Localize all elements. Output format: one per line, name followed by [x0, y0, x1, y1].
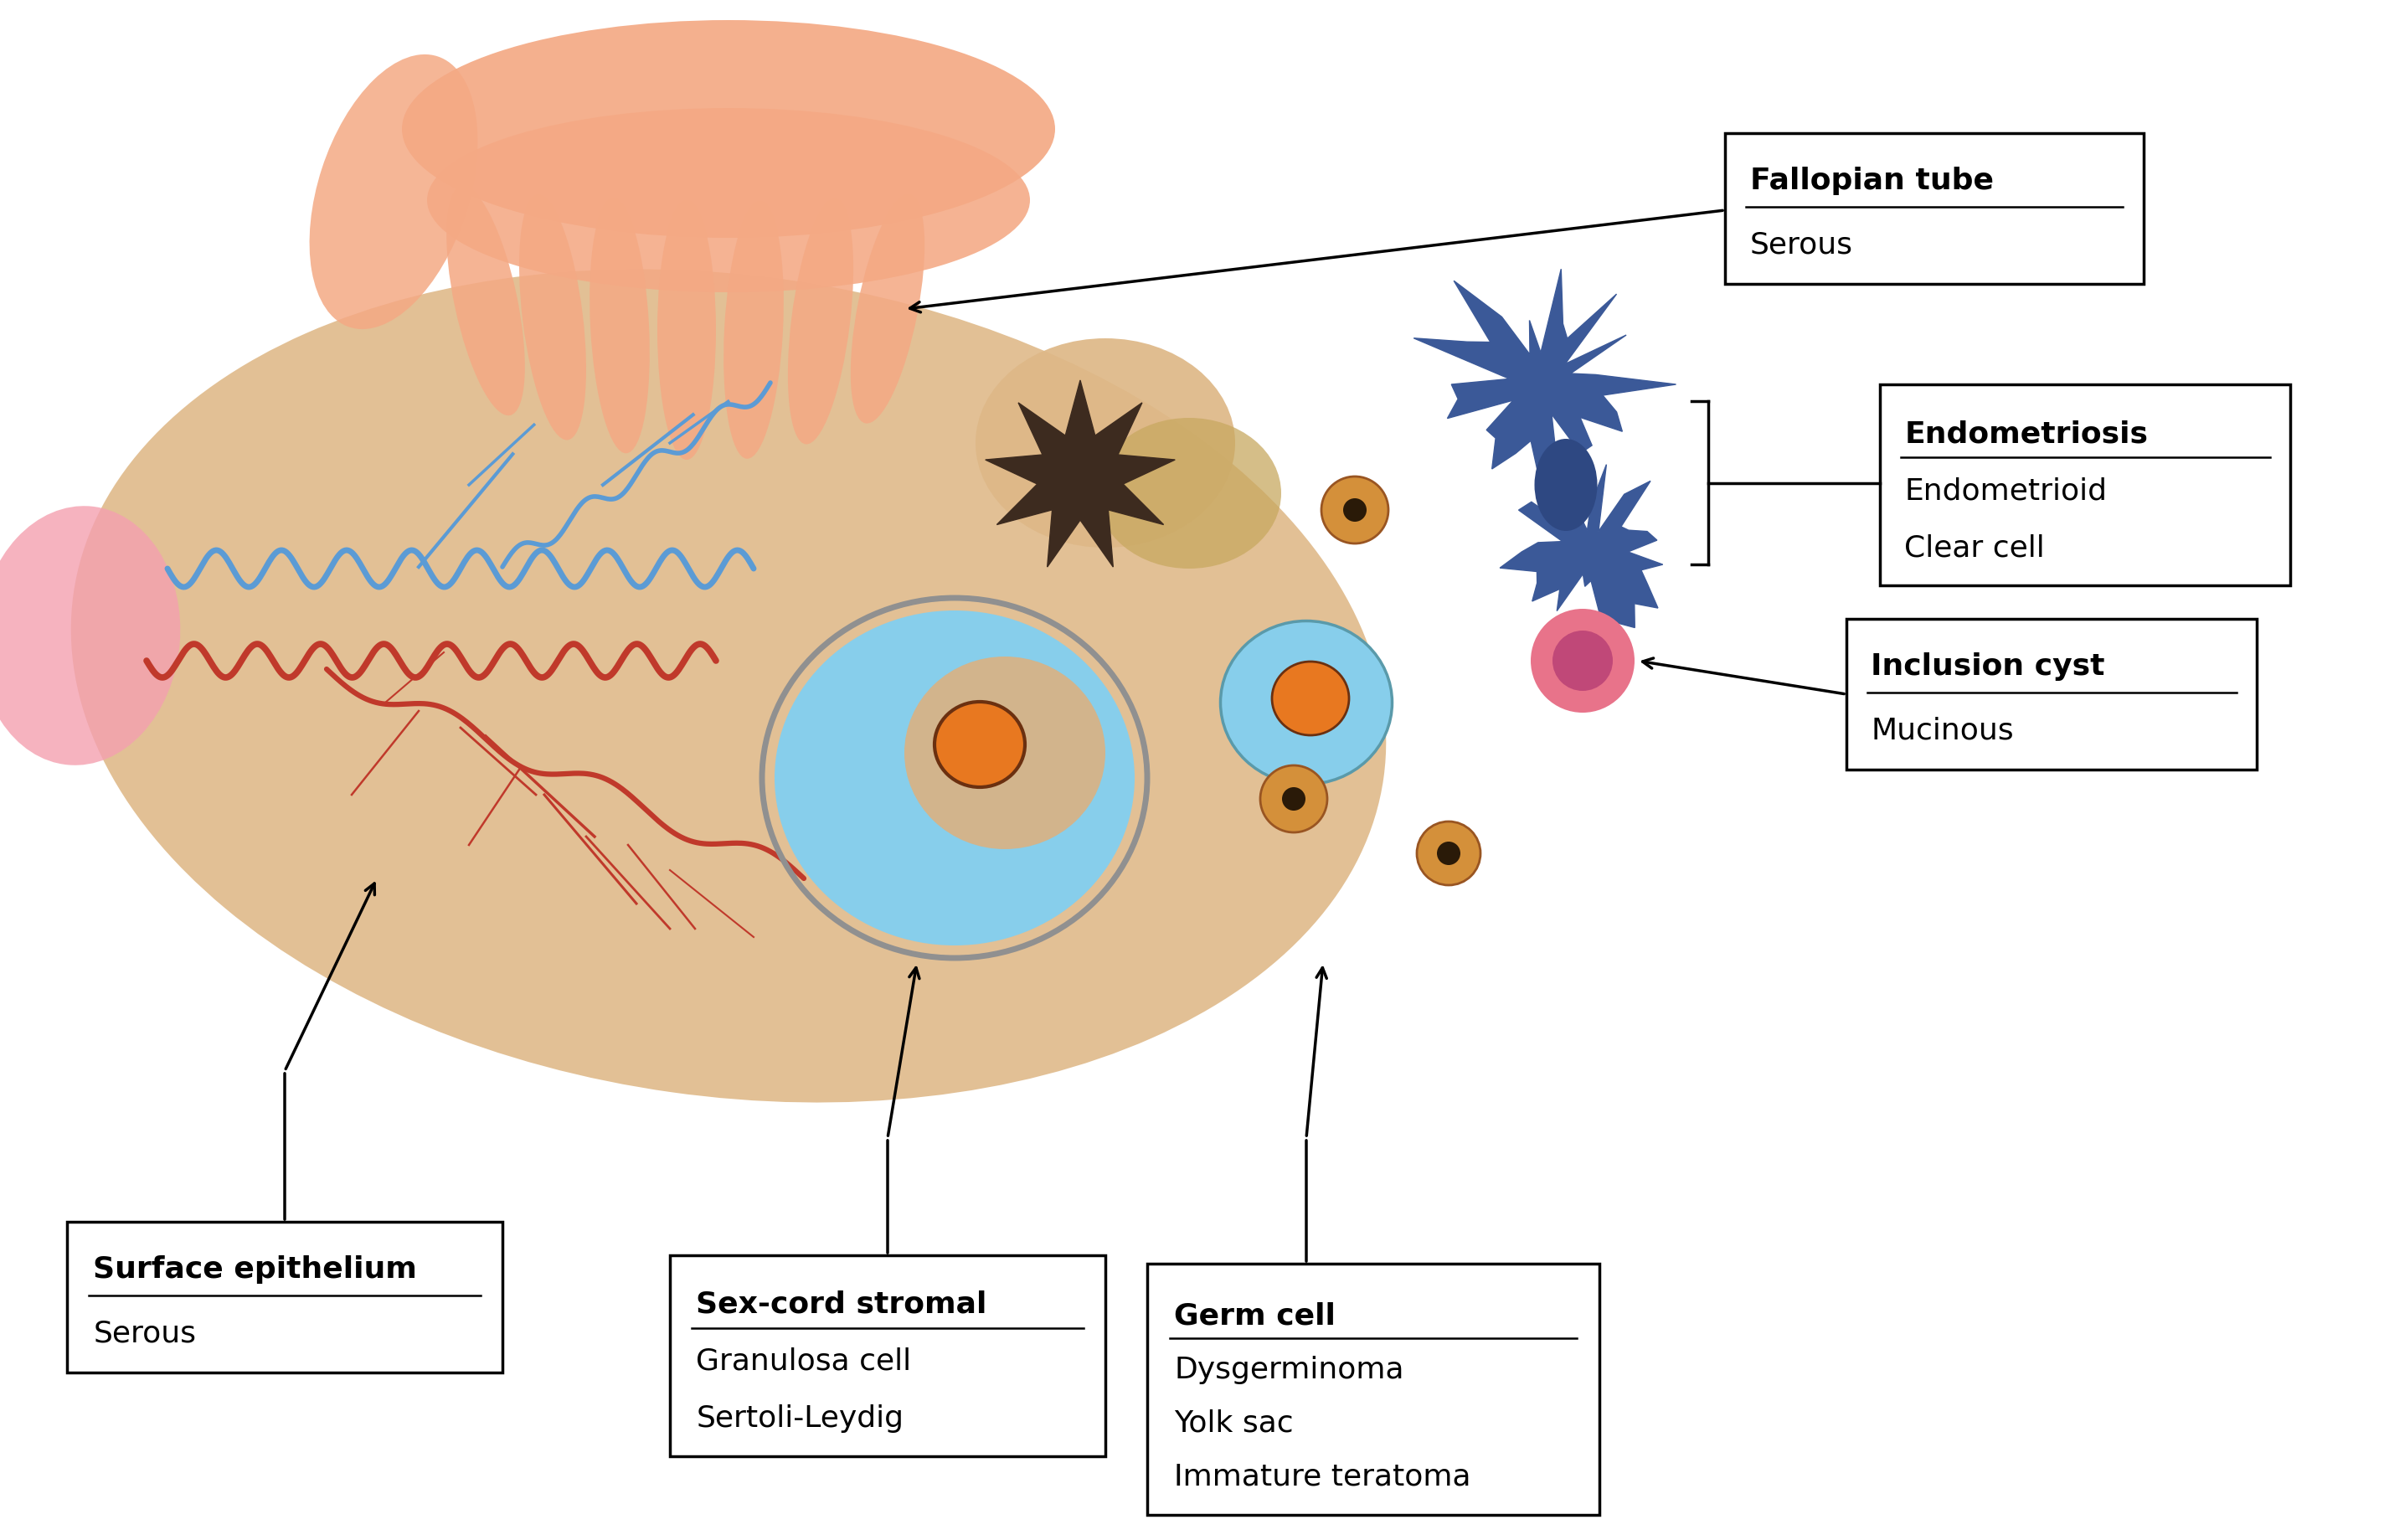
Ellipse shape: [403, 22, 1056, 239]
Ellipse shape: [310, 55, 477, 330]
Ellipse shape: [1273, 662, 1349, 736]
Polygon shape: [1500, 465, 1662, 642]
Text: Dysgerminoma: Dysgerminoma: [1175, 1355, 1404, 1383]
Text: Serous: Serous: [1750, 231, 1852, 259]
Ellipse shape: [725, 202, 784, 459]
Ellipse shape: [904, 658, 1106, 850]
Ellipse shape: [775, 611, 1135, 946]
Ellipse shape: [1097, 419, 1280, 570]
Text: Endometrioid: Endometrioid: [1905, 476, 2107, 505]
Circle shape: [1342, 499, 1366, 522]
Ellipse shape: [658, 200, 715, 460]
Circle shape: [1416, 822, 1480, 886]
Text: Sertoli-Leydig: Sertoli-Leydig: [696, 1403, 904, 1432]
Ellipse shape: [446, 186, 524, 416]
Text: Germ cell: Germ cell: [1175, 1301, 1335, 1331]
Circle shape: [1438, 842, 1461, 865]
Circle shape: [1321, 477, 1387, 544]
Circle shape: [1552, 631, 1614, 691]
Text: Clear cell: Clear cell: [1905, 533, 2045, 562]
Text: Endometriosis: Endometriosis: [1905, 419, 2148, 448]
Ellipse shape: [427, 109, 1030, 293]
Ellipse shape: [787, 200, 853, 445]
Polygon shape: [985, 380, 1175, 568]
Bar: [1881, 385, 2291, 585]
Circle shape: [1261, 765, 1328, 833]
Ellipse shape: [520, 196, 586, 440]
Circle shape: [1531, 610, 1635, 713]
Ellipse shape: [1221, 622, 1392, 785]
Text: Immature teratoma: Immature teratoma: [1175, 1461, 1471, 1489]
Ellipse shape: [72, 270, 1385, 1103]
Text: Sex-cord stromal: Sex-cord stromal: [696, 1289, 987, 1318]
Bar: [1147, 1264, 1600, 1515]
Text: Mucinous: Mucinous: [1871, 716, 2014, 745]
Ellipse shape: [851, 196, 925, 424]
Ellipse shape: [0, 507, 181, 765]
Ellipse shape: [935, 702, 1025, 787]
Ellipse shape: [975, 339, 1235, 548]
Circle shape: [1283, 787, 1306, 812]
Ellipse shape: [1535, 439, 1597, 531]
Text: Fallopian tube: Fallopian tube: [1750, 166, 1993, 196]
Text: Serous: Serous: [93, 1318, 195, 1348]
Text: Yolk sac: Yolk sac: [1175, 1408, 1295, 1437]
Bar: [670, 1255, 1106, 1457]
Bar: [67, 1221, 503, 1372]
Text: Surface epithelium: Surface epithelium: [93, 1255, 417, 1283]
Bar: [1726, 134, 2143, 285]
Polygon shape: [1414, 270, 1676, 499]
Bar: [1845, 619, 2258, 770]
Text: Inclusion cyst: Inclusion cyst: [1871, 653, 2105, 681]
Ellipse shape: [589, 199, 651, 454]
Text: Granulosa cell: Granulosa cell: [696, 1346, 911, 1375]
